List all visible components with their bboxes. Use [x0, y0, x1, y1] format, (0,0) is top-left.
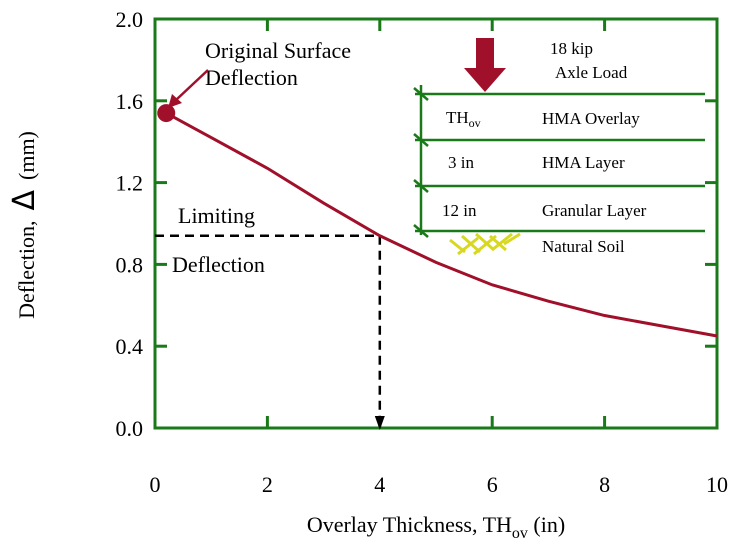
- x-tick-label: 0: [150, 472, 161, 497]
- y-axis-label: Deflection,Δ(mm): [7, 131, 42, 319]
- layer-text: 18 kip: [550, 39, 593, 58]
- y-tick-label: 0.4: [116, 334, 144, 359]
- y-tick-label: 1.6: [116, 89, 144, 114]
- layer-text: THov: [446, 108, 481, 130]
- annotation: Original Surface: [205, 38, 351, 63]
- annotation: Limiting: [178, 203, 255, 228]
- layer-text: Natural Soil: [542, 237, 625, 256]
- y-tick-label: 0.0: [116, 416, 144, 441]
- layer-text: Axle Load: [555, 63, 628, 82]
- annotation-arrow: [176, 70, 208, 100]
- x-tick-label: 8: [599, 472, 610, 497]
- data-point: [157, 104, 175, 122]
- x-tick-label: 6: [487, 472, 498, 497]
- annotation: Deflection: [205, 65, 298, 90]
- x-tick-label: 10: [706, 472, 728, 497]
- soil-hatch: [450, 234, 520, 254]
- annotation: Deflection: [172, 252, 265, 277]
- layer-text: 3 in: [448, 153, 474, 172]
- x-axis-label: Overlay Thickness, THov (in): [307, 512, 565, 542]
- y-tick-label: 1.2: [116, 171, 144, 196]
- layer-text: HMA Overlay: [542, 109, 640, 128]
- x-tick-label: 4: [374, 472, 385, 497]
- y-tick-label: 2.0: [116, 7, 144, 32]
- x-tick-label: 2: [262, 472, 273, 497]
- layer-text: Granular Layer: [542, 201, 647, 220]
- load-arrow: [464, 38, 506, 92]
- layer-text: 12 in: [442, 201, 477, 220]
- chart: Overlay Thickness, THov (in) Deflection,…: [0, 0, 735, 543]
- y-tick-label: 0.8: [116, 252, 144, 277]
- layer-text: HMA Layer: [542, 153, 625, 172]
